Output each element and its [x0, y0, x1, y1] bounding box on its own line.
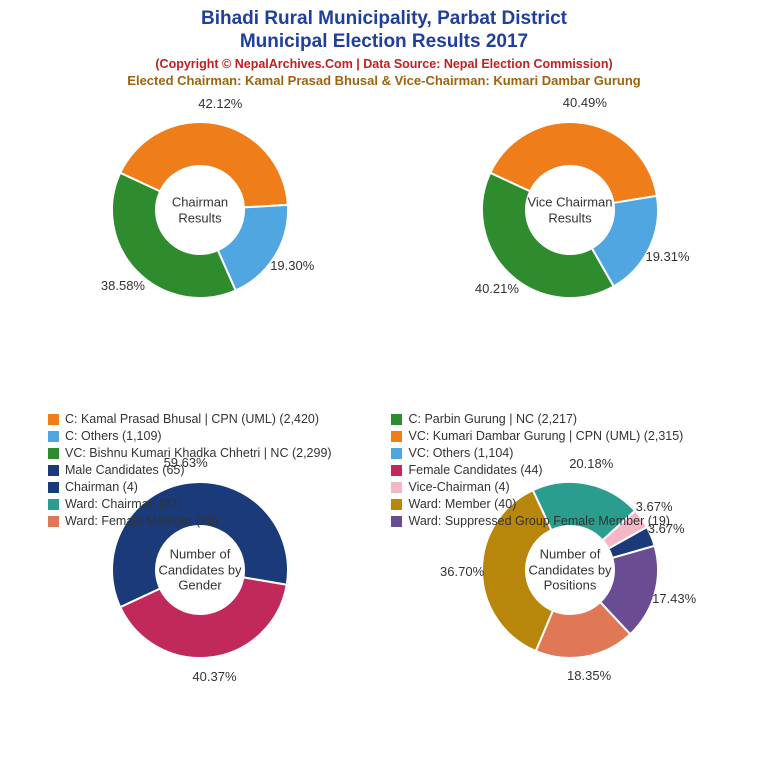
pct-label: 19.30%: [270, 258, 314, 273]
elected-line: Elected Chairman: Kamal Prasad Bhusal & …: [0, 73, 768, 88]
legend-text: Female Candidates (44): [408, 463, 542, 477]
charts-grid: Chairman Results 42.12%19.30%38.58% Vice…: [0, 100, 768, 768]
gender-center-label: Number of Candidates by Gender: [155, 547, 245, 594]
legend-swatch: [391, 414, 402, 425]
pct-label: 19.31%: [645, 249, 689, 264]
legend-item: C: Kamal Prasad Bhusal | CPN (UML) (2,42…: [48, 412, 388, 426]
legend-text: C: Others (1,109): [65, 429, 162, 443]
legend-text: Ward: Member (40): [408, 497, 516, 511]
pct-label: 17.43%: [652, 591, 696, 606]
title-line1: Bihadi Rural Municipality, Parbat Distri…: [0, 8, 768, 31]
legend-item: VC: Others (1,104): [391, 446, 731, 460]
legend-text: Ward: Chairman (22): [65, 497, 181, 511]
legend-swatch: [391, 482, 402, 493]
legend-swatch: [391, 448, 402, 459]
legend-swatch: [48, 448, 59, 459]
legend-text: C: Kamal Prasad Bhusal | CPN (UML) (2,42…: [65, 412, 319, 426]
legend-swatch: [391, 516, 402, 527]
legend-text: VC: Others (1,104): [408, 446, 513, 460]
title-line2: Municipal Election Results 2017: [0, 31, 768, 54]
legend-text: VC: Kumari Dambar Gurung | CPN (UML) (2,…: [408, 429, 683, 443]
legend-item: Chairman (4): [48, 480, 388, 494]
pct-label: 36.70%: [440, 564, 484, 579]
legend-item: C: Parbin Gurung | NC (2,217): [391, 412, 731, 426]
legend-text: VC: Bishnu Kumari Khadka Chhetri | NC (2…: [65, 446, 332, 460]
legend-text: Chairman (4): [65, 480, 138, 494]
legend-swatch: [48, 499, 59, 510]
chairman-donut: Chairman Results 42.12%19.30%38.58%: [100, 110, 300, 310]
legend-item: Female Candidates (44): [391, 463, 731, 477]
legend-item: Ward: Member (40): [391, 497, 731, 511]
legend-text: Ward: Suppressed Group Female Member (19…: [408, 514, 669, 528]
pct-label: 40.49%: [563, 95, 607, 110]
legend-right-col: C: Parbin Gurung | NC (2,217) VC: Kumari …: [391, 412, 731, 531]
legend-text: Vice-Chairman (4): [408, 480, 509, 494]
legend-swatch: [48, 516, 59, 527]
pct-label: 42.12%: [198, 96, 242, 111]
vice-center-label: Vice Chairman Results: [525, 194, 615, 225]
legend-swatch: [391, 431, 402, 442]
pct-label: 40.37%: [192, 669, 236, 684]
legend-item: Ward: Chairman (22): [48, 497, 388, 511]
legend-swatch: [48, 482, 59, 493]
legend-swatch: [391, 499, 402, 510]
legend-item: Vice-Chairman (4): [391, 480, 731, 494]
title-block: Bihadi Rural Municipality, Parbat Distri…: [0, 0, 768, 88]
legend-text: Male Candidates (65): [65, 463, 185, 477]
pct-label: 18.35%: [567, 668, 611, 683]
pct-label: 38.58%: [101, 278, 145, 293]
legend-item: VC: Kumari Dambar Gurung | CPN (UML) (2,…: [391, 429, 731, 443]
legend-swatch: [48, 465, 59, 476]
legend-text: C: Parbin Gurung | NC (2,217): [408, 412, 577, 426]
chairman-center-label: Chairman Results: [155, 194, 245, 225]
positions-center-label: Number of Candidates by Positions: [525, 547, 615, 594]
legend-text: Ward: Female Member (20): [65, 514, 218, 528]
copyright-line: (Copyright © NepalArchives.Com | Data So…: [0, 57, 768, 71]
vice-donut: Vice Chairman Results 40.49%19.31%40.21%: [470, 110, 670, 310]
donut-slice: [482, 173, 614, 298]
legend-item: Male Candidates (65): [48, 463, 388, 477]
legend-item: C: Others (1,109): [48, 429, 388, 443]
legend-item: Ward: Female Member (20): [48, 514, 388, 528]
legend-item: Ward: Suppressed Group Female Member (19…: [391, 514, 731, 528]
legend-swatch: [48, 414, 59, 425]
legend-left-col: C: Kamal Prasad Bhusal | CPN (UML) (2,42…: [48, 412, 388, 531]
pct-label: 40.21%: [475, 281, 519, 296]
legend-item: VC: Bishnu Kumari Khadka Chhetri | NC (2…: [48, 446, 388, 460]
legend-swatch: [48, 431, 59, 442]
legend-swatch: [391, 465, 402, 476]
legend: C: Kamal Prasad Bhusal | CPN (UML) (2,42…: [48, 412, 748, 531]
